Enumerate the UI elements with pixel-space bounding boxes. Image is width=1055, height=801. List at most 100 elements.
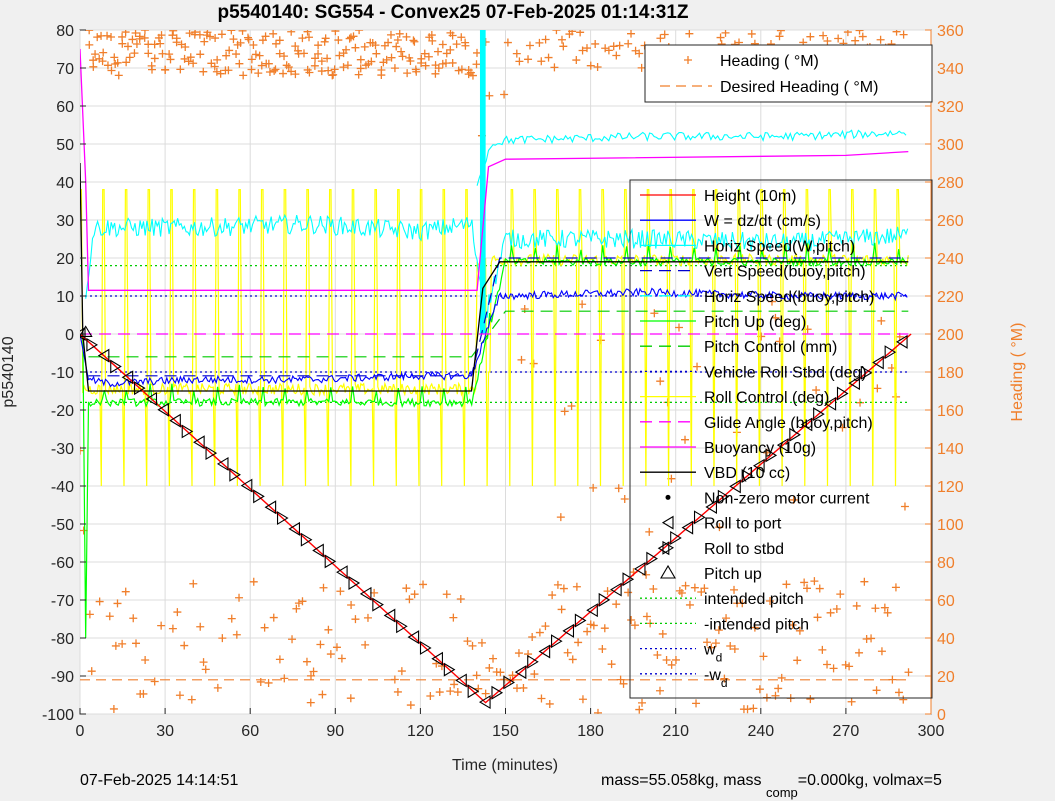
heading-point [800,578,809,587]
heading-point [417,58,426,67]
roll-to-port-marker [455,673,467,688]
heading-point [607,660,616,669]
heading-point [721,30,730,37]
heading-point [236,38,245,47]
heading-point [832,605,841,613]
heading-point [635,705,644,714]
legend-label: Glide Angle (buoy,pitch) [704,415,873,432]
heading-point [517,355,526,364]
x-tick-label: 90 [326,723,344,740]
heading-point [249,577,258,586]
y2-tick-label: 300 [937,137,964,154]
heading-point [227,30,236,35]
roll-to-stbd-marker [372,597,384,612]
heading-point [265,67,274,76]
heading-point [363,613,372,622]
heading-point [309,667,318,676]
heading-point [390,64,399,73]
heading-point [438,40,447,49]
heading-point [173,608,182,617]
heading-point [589,621,598,630]
heading-point [165,50,174,59]
heading-point [700,584,709,593]
roll-to-stbd-marker [765,448,778,463]
heading-point [196,622,205,631]
heading-point [93,33,102,42]
heading-point [650,309,659,318]
heading-point [553,580,562,589]
heading-point [638,698,647,707]
heading-point [386,30,395,39]
heading-point [147,61,156,70]
heading-point [224,66,233,75]
heading-point [530,670,539,679]
legend-label: Roll to port [704,516,782,533]
roll-to-stbd-marker [884,345,897,360]
roll-to-stbd-marker [670,530,682,545]
roll-to-port-marker [705,500,717,514]
heading-point [398,52,407,61]
roll-to-stbd-marker [229,467,241,482]
heading-point [472,60,481,69]
heading-point [103,31,112,40]
heading-point [326,650,335,659]
heading-point [334,36,343,45]
heading-point [461,41,470,50]
heading-point [777,673,786,682]
heading-point [168,31,177,40]
right-axis-label: Heading ( °M) [1009,323,1026,422]
heading-point [877,316,886,325]
heading-point [195,30,204,39]
roll-to-stbd-marker [836,386,849,401]
heading-point [311,54,320,63]
heading-point [227,614,236,623]
heading-point [210,62,219,71]
heading-point [299,49,308,58]
heading-point [356,64,365,73]
heading-point [880,603,889,612]
heading-point [528,632,537,641]
heading-point [135,34,144,43]
roll-to-stbd-marker [348,576,361,590]
heading-point [382,55,391,64]
heading-point [336,587,345,596]
heading-point [894,688,903,697]
heading-point [329,70,338,79]
heading-point [113,599,122,608]
heading-point [512,49,521,58]
roll-to-stbd-marker [419,640,432,655]
heading-point [525,41,534,50]
x-tick-label: 0 [76,723,85,740]
heading-point [346,694,355,703]
y-tick-label: 40 [56,175,74,192]
heading-point [477,638,486,647]
heading-point [354,70,363,79]
heading-point [541,35,550,44]
heading-point [387,53,396,62]
y-tick-label: 60 [56,99,74,116]
roll-to-port-marker [240,478,253,493]
heading-point [355,30,364,35]
heading-point [556,513,565,522]
roll-to-stbd-marker [813,407,825,422]
heading-legend-marker [684,56,692,64]
heading-point [572,56,581,65]
heading-point [372,49,381,58]
x-tick-label: 300 [918,723,945,740]
heading-point [280,52,289,61]
heading-point [109,704,118,713]
heading-point [667,660,676,669]
heading-point [715,523,724,532]
x-tick-label: 240 [747,723,774,740]
heading-point [806,695,815,704]
heading-point [635,49,644,58]
roll-to-port-marker [729,479,741,494]
heading-point [508,671,517,680]
heading-point [291,42,300,51]
heading-point [186,53,195,62]
heading-point [320,37,329,46]
heading-point [681,435,690,444]
heading-point [450,680,459,689]
heading-point [637,63,646,72]
